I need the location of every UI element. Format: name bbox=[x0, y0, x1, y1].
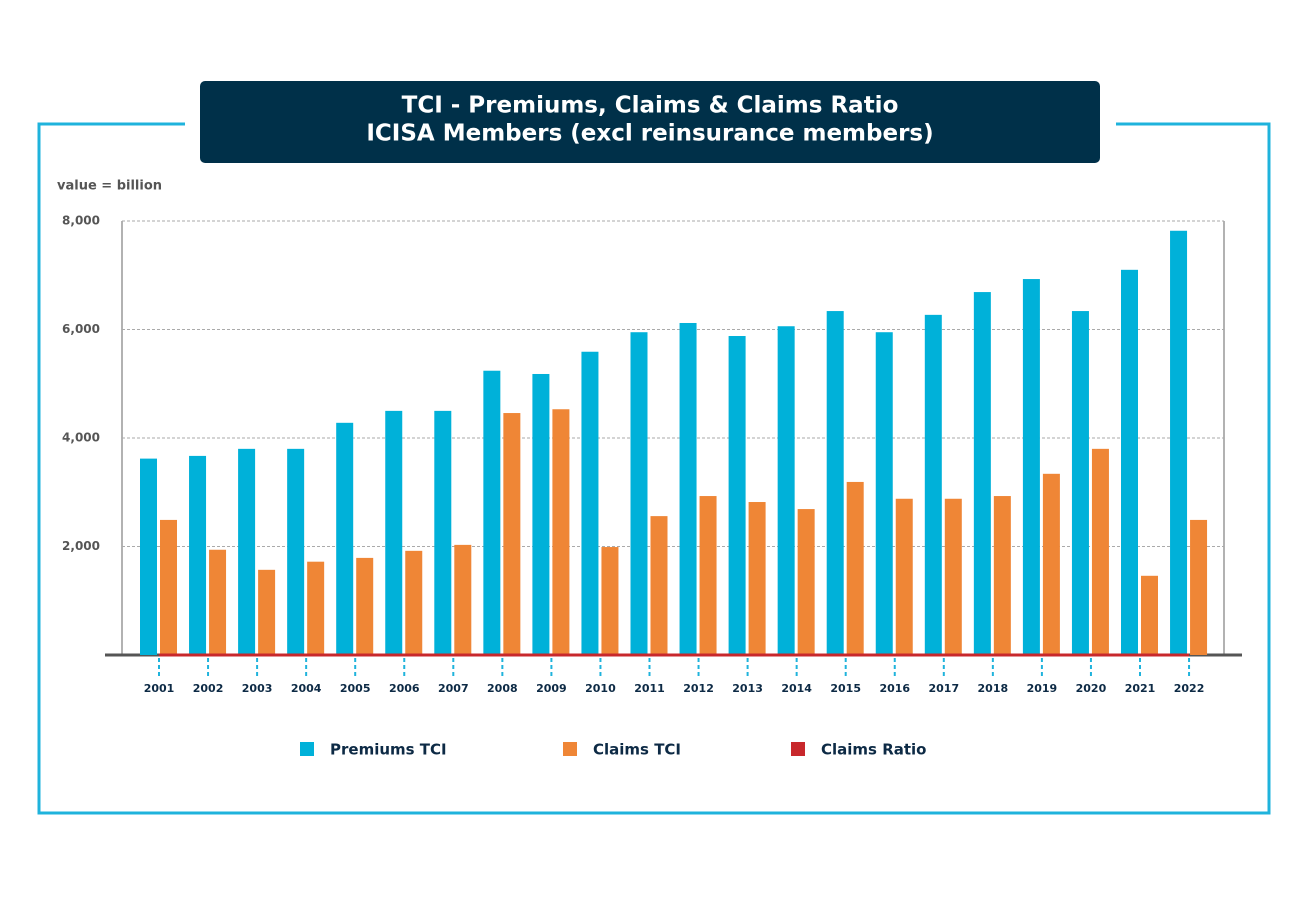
bar bbox=[307, 561, 325, 655]
frame bbox=[37, 122, 1271, 815]
x-tick-label: 2018 bbox=[978, 682, 1009, 695]
bar bbox=[846, 481, 864, 655]
x-tick-label: 2011 bbox=[634, 682, 665, 695]
bar bbox=[581, 351, 599, 655]
x-tick-label: 2016 bbox=[879, 682, 910, 695]
bar bbox=[483, 370, 501, 655]
x-tick-label: 2005 bbox=[340, 682, 371, 695]
bar bbox=[336, 422, 354, 655]
bar bbox=[189, 455, 207, 655]
bar bbox=[777, 326, 795, 655]
bar bbox=[1121, 269, 1138, 655]
bar bbox=[503, 413, 521, 655]
y-tick-label: 6,000 bbox=[62, 322, 100, 336]
x-tick-label: 2010 bbox=[585, 682, 616, 695]
x-tick-label: 2014 bbox=[781, 682, 812, 695]
bar bbox=[797, 509, 815, 655]
chart-subtitle: ICISA Members (excl reinsurance members) bbox=[366, 121, 933, 147]
bar bbox=[160, 519, 177, 655]
bar bbox=[209, 549, 227, 655]
y-tick-label: 8,000 bbox=[62, 214, 100, 228]
x-tick-label: 2001 bbox=[144, 682, 175, 695]
bar bbox=[1071, 311, 1089, 655]
x-tick-label: 2007 bbox=[438, 682, 469, 695]
bar bbox=[1190, 519, 1208, 655]
x-tick-label: 2015 bbox=[830, 682, 861, 695]
legend-swatch bbox=[300, 742, 314, 756]
x-tick-label: 2009 bbox=[536, 682, 567, 695]
legend-label: Claims Ratio bbox=[821, 741, 926, 759]
x-tick-label: 2013 bbox=[732, 682, 763, 695]
bar bbox=[650, 516, 668, 655]
x-tick-label: 2017 bbox=[928, 682, 959, 695]
bar bbox=[287, 448, 305, 655]
x-tick-label: 2008 bbox=[487, 682, 518, 695]
bar bbox=[140, 458, 157, 655]
bar bbox=[405, 550, 423, 655]
bar bbox=[630, 332, 648, 655]
bar bbox=[993, 496, 1011, 655]
x-tick-label: 2022 bbox=[1174, 682, 1205, 695]
x-tick-label: 2004 bbox=[291, 682, 322, 695]
bar bbox=[1022, 279, 1040, 655]
bar bbox=[728, 336, 746, 655]
bar bbox=[552, 409, 570, 655]
bar bbox=[1042, 473, 1060, 655]
bar bbox=[1141, 575, 1158, 655]
x-tick-label: 2019 bbox=[1027, 682, 1058, 695]
bar bbox=[356, 557, 374, 655]
bar bbox=[973, 292, 991, 655]
bar bbox=[875, 332, 893, 655]
legend-label: Claims TCI bbox=[593, 741, 681, 759]
x-tick-label: 2020 bbox=[1076, 682, 1107, 695]
bar bbox=[385, 410, 403, 655]
x-tick-label: 2021 bbox=[1125, 682, 1156, 695]
x-tick-label: 2012 bbox=[683, 682, 714, 695]
bar bbox=[699, 496, 717, 655]
bar bbox=[258, 569, 276, 655]
bar bbox=[1091, 448, 1109, 655]
unit-label: value = billion bbox=[57, 179, 162, 194]
x-tick-label: 2006 bbox=[389, 682, 420, 695]
y-tick-label: 2,000 bbox=[62, 539, 100, 553]
bar bbox=[924, 314, 942, 655]
bar bbox=[944, 498, 962, 655]
bar bbox=[454, 544, 472, 655]
bar bbox=[601, 547, 619, 655]
chart-title: TCI - Premiums, Claims & Claims Ratio bbox=[402, 93, 899, 119]
bar bbox=[434, 410, 452, 655]
x-tick-label: 2003 bbox=[242, 682, 273, 695]
bar bbox=[679, 322, 697, 655]
legend-swatch bbox=[791, 742, 805, 756]
x-tick-label: 2002 bbox=[193, 682, 224, 695]
legend-label: Premiums TCI bbox=[330, 741, 447, 759]
legend-swatch bbox=[563, 742, 577, 756]
bar bbox=[1170, 230, 1188, 655]
bar bbox=[748, 502, 766, 655]
bar bbox=[532, 373, 550, 655]
bar bbox=[895, 498, 913, 655]
y-tick-label: 4,000 bbox=[62, 431, 100, 445]
bar bbox=[238, 448, 256, 655]
title-box bbox=[200, 81, 1100, 163]
bar bbox=[826, 311, 844, 655]
